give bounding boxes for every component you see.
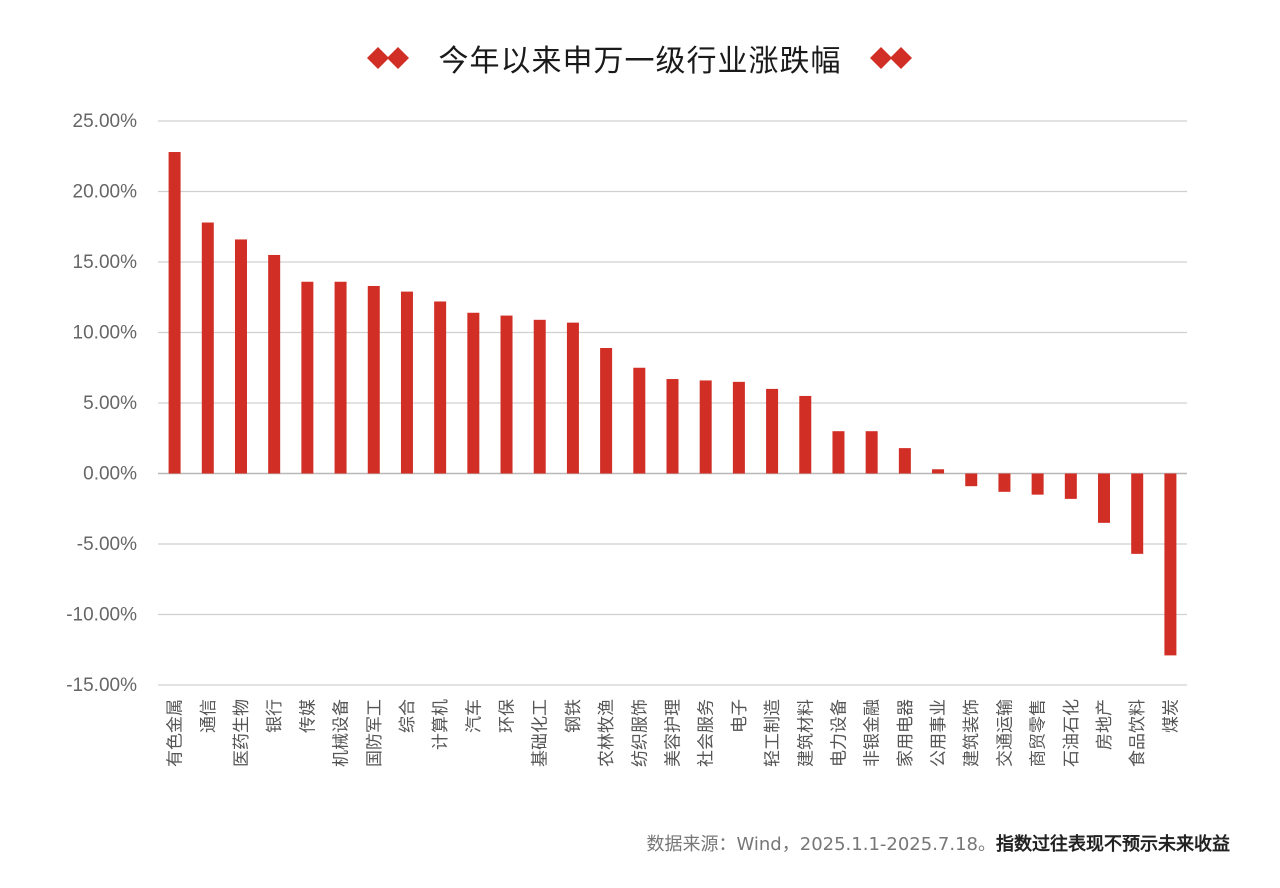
- x-category-label: 纺织服饰: [630, 699, 650, 767]
- bar: [965, 473, 978, 487]
- x-category-label: 农林牧渔: [597, 699, 617, 767]
- bar: [932, 469, 945, 474]
- bar: [533, 319, 546, 474]
- chart-title: 今年以来申万一级行业涨跌幅: [438, 44, 842, 79]
- bar: [1131, 473, 1144, 554]
- bar: [566, 322, 579, 474]
- bar: [898, 448, 911, 474]
- x-category-label: 环保: [498, 699, 518, 733]
- bar: [799, 395, 812, 474]
- bar: [334, 281, 347, 474]
- bar: [1098, 473, 1111, 523]
- bar: [666, 379, 679, 474]
- bar: [201, 222, 214, 474]
- bar: [699, 380, 712, 474]
- x-category-label: 轻工制造: [763, 699, 783, 767]
- bar: [732, 381, 745, 474]
- x-category-label: 美容护理: [664, 699, 684, 767]
- y-tick-label: -5.00%: [77, 534, 137, 555]
- diamond-decoration-left-icon: [366, 44, 411, 72]
- x-category-label: 钢铁: [564, 699, 584, 733]
- x-category-label: 电子: [730, 699, 750, 733]
- x-category-label: 交通运输: [995, 699, 1015, 767]
- bar: [1164, 473, 1177, 656]
- x-category-label: 商贸零售: [1029, 699, 1049, 767]
- bar: [832, 431, 845, 474]
- x-category-label: 建筑材料: [796, 699, 816, 767]
- bar: [234, 239, 247, 474]
- x-category-label: 机械设备: [332, 699, 352, 767]
- y-tick-label: 5.00%: [83, 393, 137, 414]
- bar: [766, 388, 779, 474]
- bar: [268, 254, 281, 474]
- y-tick-label: -10.00%: [66, 605, 137, 626]
- x-category-label: 汽车: [464, 699, 484, 733]
- bar: [367, 285, 380, 474]
- bar: [633, 367, 646, 474]
- x-category-label: 家用电器: [896, 699, 916, 767]
- x-category-label: 国防军工: [365, 699, 385, 767]
- y-tick-label: 25.00%: [73, 111, 138, 132]
- x-category-label: 有色金属: [166, 699, 186, 767]
- y-tick-label: -15.00%: [66, 675, 137, 696]
- bar: [600, 348, 613, 474]
- bar: [500, 315, 513, 474]
- bar: [998, 473, 1011, 492]
- y-tick-label: 20.00%: [73, 182, 138, 203]
- x-category-label: 基础化工: [531, 699, 551, 767]
- x-category-label: 社会服务: [697, 699, 717, 767]
- bar: [301, 281, 314, 474]
- title-row: 今年以来申万一级行业涨跌幅: [0, 30, 1280, 86]
- x-category-label: 计算机: [431, 699, 451, 750]
- x-category-label: 食品饮料: [1128, 699, 1148, 767]
- x-category-label: 传媒: [298, 699, 318, 733]
- x-category-label: 电力设备: [829, 699, 849, 767]
- source-text: 数据来源：Wind，2025.1.1-2025.7.18。: [646, 834, 997, 855]
- y-tick-label: 0.00%: [83, 464, 137, 485]
- x-category-label: 公用事业: [929, 699, 949, 767]
- x-category-label: 非银金融: [863, 699, 883, 767]
- x-category-label: 综合: [398, 699, 418, 733]
- y-tick-label: 15.00%: [73, 252, 138, 273]
- source-note: 数据来源：Wind，2025.1.1-2025.7.18。指数过往表现不预示未来…: [647, 830, 1231, 856]
- bar-chart: 25.00% 20.00% 15.00% 10.00% 5.00% 0.00% -5.00%…: [66, 111, 1187, 767]
- x-category-label: 医药生物: [232, 699, 252, 767]
- y-tick-label: 10.00%: [73, 323, 138, 344]
- x-category-label: 银行: [265, 699, 285, 733]
- bar: [865, 431, 878, 474]
- bar: [467, 312, 480, 474]
- x-category-label: 建筑装饰: [962, 699, 982, 767]
- x-category-label: 通信: [199, 699, 219, 733]
- bar: [1031, 473, 1044, 495]
- x-category-label: 石油石化: [1062, 699, 1082, 767]
- bar: [1064, 473, 1077, 499]
- bar: [400, 291, 413, 474]
- x-category-label: 房地产: [1095, 699, 1115, 750]
- disclaimer-text: 指数过往表现不预示未来收益: [996, 834, 1230, 855]
- diamond-decoration-right-icon: [869, 44, 914, 72]
- bar: [434, 301, 447, 474]
- bar: [168, 152, 181, 474]
- x-category-label: 煤炭: [1161, 699, 1181, 733]
